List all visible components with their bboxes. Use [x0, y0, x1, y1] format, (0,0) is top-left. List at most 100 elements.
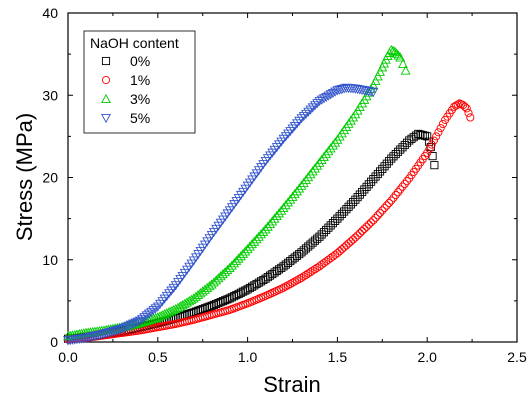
data-point — [260, 224, 271, 234]
data-point-interp — [348, 112, 359, 122]
data-point — [314, 157, 325, 167]
data-point-interp — [376, 167, 385, 176]
data-point-interp — [305, 169, 316, 179]
data-point — [296, 114, 307, 124]
legend-title: NaOH content — [90, 35, 179, 51]
data-point-interp — [214, 298, 223, 308]
data-point-interp — [371, 172, 380, 181]
data-point-interp — [372, 71, 383, 81]
data-point-interp — [257, 277, 266, 286]
data-point-interp — [380, 203, 389, 212]
data-point-interp — [132, 317, 143, 327]
data-point-interp — [244, 241, 255, 251]
data-point-interp — [312, 160, 323, 170]
y-tick-label: 0 — [50, 334, 58, 350]
data-point-interp — [349, 235, 358, 244]
data-point-interp — [340, 207, 349, 216]
data-point-interp — [200, 304, 209, 313]
data-point-interp — [398, 182, 407, 191]
data-point-interp — [301, 270, 311, 280]
data-point-interp — [161, 291, 172, 302]
data-point-interp — [155, 311, 165, 321]
data-point-interp — [307, 166, 318, 176]
data-point-interp — [425, 144, 434, 153]
data-point-interp — [222, 264, 233, 275]
data-point-interp — [212, 299, 221, 309]
data-point-interp — [150, 304, 161, 314]
data-point-interp — [268, 269, 277, 279]
data-point — [423, 148, 432, 157]
data-point-interp — [274, 208, 284, 218]
data-point-interp — [105, 327, 116, 338]
data-point-interp — [94, 330, 105, 340]
data-point-interp — [298, 112, 309, 122]
data-point-interp — [290, 277, 299, 286]
data-point-interp — [287, 124, 298, 134]
data-point-interp — [121, 322, 132, 332]
data-point-interp — [378, 206, 387, 215]
data-point-interp — [325, 143, 336, 153]
data-point-interp — [247, 238, 258, 249]
data-point-interp — [146, 307, 157, 318]
data-point-interp — [256, 229, 267, 239]
data-point-interp — [205, 302, 214, 311]
data-point-interp — [194, 306, 203, 315]
data-point-interp — [196, 305, 205, 314]
data-point-interp — [101, 329, 112, 339]
data-point — [333, 214, 342, 223]
data-point-interp — [283, 197, 293, 207]
legend-label: 1% — [130, 72, 150, 88]
y-tick-label: 20 — [42, 170, 58, 186]
data-point-interp — [321, 148, 332, 159]
data-point — [368, 80, 379, 90]
data-point — [261, 274, 270, 283]
data-point-interp — [384, 198, 394, 208]
data-point — [395, 52, 406, 62]
data-point-interp — [324, 223, 333, 232]
data-point-interp — [266, 271, 275, 280]
legend: NaOH content 0% 1% 3% 5% — [83, 30, 196, 134]
legend-items: 0% 1% 3% 5% — [101, 53, 150, 126]
x-tick-label: 2.0 — [417, 349, 437, 365]
data-point — [296, 180, 307, 190]
data-point — [242, 243, 253, 254]
data-point-interp — [328, 219, 337, 228]
data-point-interp — [216, 298, 225, 307]
data-point-interp — [287, 191, 298, 201]
data-point-interp — [319, 228, 328, 237]
data-point-interp — [263, 273, 272, 282]
data-point-interp — [280, 132, 291, 142]
data-point-interp — [292, 119, 302, 129]
data-point-interp — [336, 128, 347, 138]
data-point-interp — [371, 213, 380, 222]
data-point — [315, 232, 324, 241]
data-point-interp — [292, 276, 302, 285]
series-2 — [63, 99, 475, 344]
data-point — [466, 113, 475, 122]
data-point-interp — [382, 159, 391, 168]
data-point-interp — [341, 121, 352, 131]
data-point-interp — [87, 332, 98, 342]
x-tick-label: 0.5 — [148, 349, 168, 365]
data-point-interp — [203, 303, 212, 312]
data-point — [152, 302, 163, 312]
data-point-interp — [321, 92, 332, 103]
data-point-interp — [327, 88, 338, 99]
data-point-interp — [269, 213, 280, 223]
data-point-interp — [355, 229, 364, 238]
data-point-interp — [362, 222, 371, 231]
data-point — [81, 333, 91, 344]
x-tick-label: 0.0 — [58, 349, 78, 365]
data-point-interp — [367, 177, 376, 186]
data-point-interp — [323, 146, 334, 156]
data-point-interp — [168, 304, 179, 315]
data-point — [332, 86, 343, 96]
x-tick-label: 2.5 — [507, 349, 527, 365]
data-point-interp — [233, 253, 244, 263]
data-point-interp — [346, 200, 355, 209]
data-point-interp — [337, 209, 346, 218]
data-point — [207, 301, 216, 310]
data-point — [430, 161, 439, 170]
data-point — [351, 195, 360, 204]
